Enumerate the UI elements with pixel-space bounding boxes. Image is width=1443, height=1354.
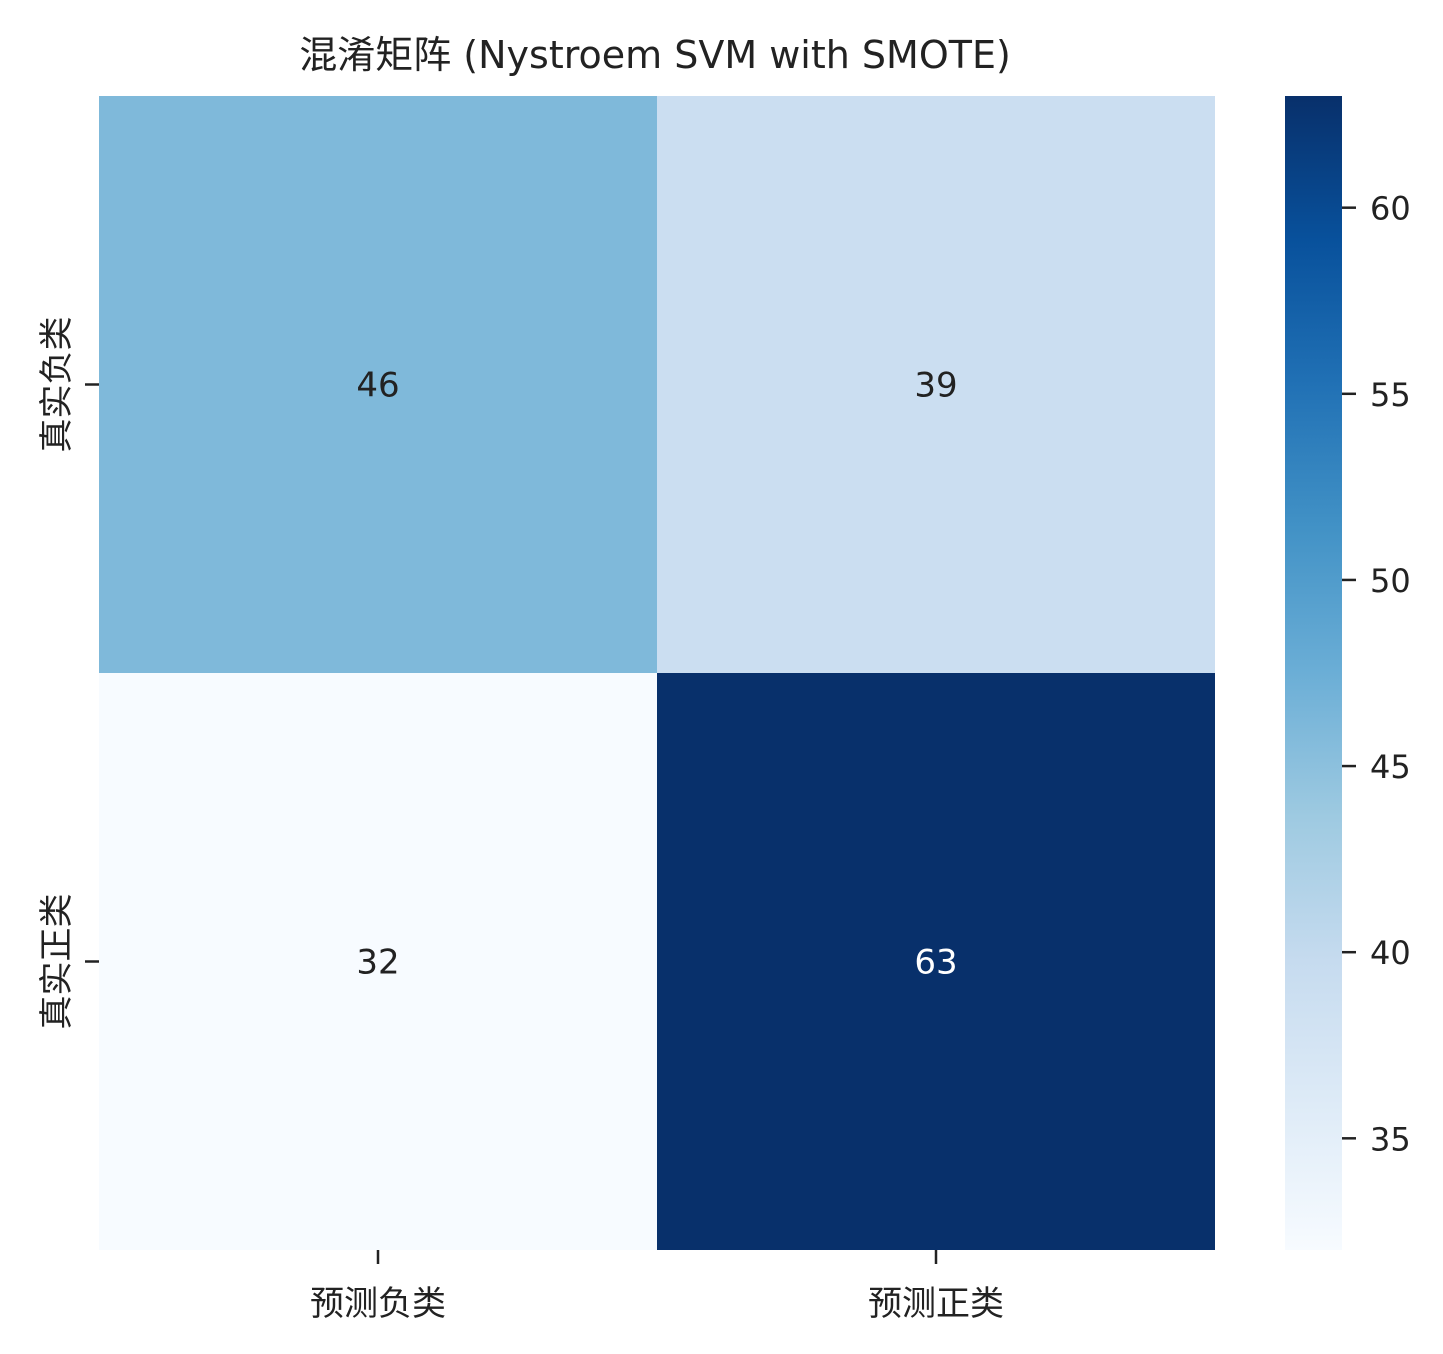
cell-value-r1-c1: 63 <box>914 943 957 983</box>
heatmap-cell-r0-c0 <box>99 96 657 673</box>
cell-value-r0-c0: 46 <box>356 366 399 406</box>
colorbar-tick-label-2: 45 <box>1370 748 1411 786</box>
colorbar-gradient <box>1285 96 1342 1250</box>
colorbar: 35 40 45 50 55 60 <box>1285 96 1411 1250</box>
x-axis: 预测负类 预测正类 <box>310 1250 1004 1324</box>
y-tick-label-1: 真实正类 <box>37 894 77 1030</box>
colorbar-tick-label-0: 35 <box>1370 1120 1411 1158</box>
cell-value-r0-c1: 39 <box>914 366 957 406</box>
chart-title: 混淆矩阵 (Nystroem SVM with SMOTE) <box>299 33 1011 77</box>
x-tick-label-0: 预测负类 <box>310 1284 446 1324</box>
heatmap-cell-r1-c1 <box>657 673 1215 1250</box>
colorbar-ticks: 35 40 45 50 55 60 <box>1342 190 1411 1158</box>
heatmap-cell-r0-c1 <box>657 96 1215 673</box>
colorbar-tick-label-1: 40 <box>1370 934 1411 972</box>
cell-value-r1-c0: 32 <box>356 943 399 983</box>
y-tick-label-0: 真实负类 <box>37 317 77 453</box>
x-tick-label-1: 预测正类 <box>868 1284 1004 1324</box>
colorbar-tick-label-3: 50 <box>1370 562 1411 600</box>
colorbar-tick-label-5: 60 <box>1370 190 1411 228</box>
colorbar-tick-label-4: 55 <box>1370 376 1411 414</box>
heatmap-cells <box>99 96 1215 1250</box>
heatmap-annotations: 46 39 32 63 <box>356 366 957 983</box>
heatmap-cell-r1-c0 <box>99 673 657 1250</box>
